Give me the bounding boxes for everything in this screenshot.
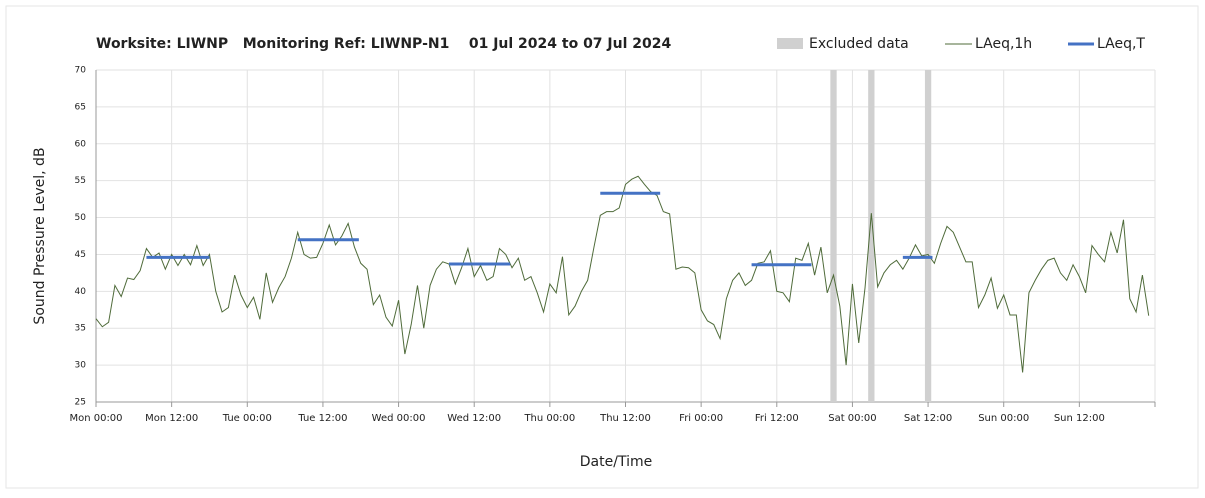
chart-frame [5,5,1199,489]
y-tick-label: 40 [75,287,87,297]
y-tick-label: 70 [75,66,87,76]
x-tick-label: Sun 00:00 [978,413,1029,424]
excluded-band [924,70,932,402]
legend-label: LAeq,1h [975,36,1032,52]
y-tick-label: 30 [75,361,87,371]
x-tick-label: Mon 12:00 [145,413,198,424]
excluded-band [868,70,875,402]
legend-label: LAeq,T [1097,36,1145,52]
y-tick-label: 60 [75,139,87,149]
y-tick-label: 25 [75,398,86,408]
legend-swatch [777,38,803,49]
legend-label: Excluded data [809,36,909,52]
excluded-band [830,70,837,402]
x-tick-label: Thu 00:00 [523,413,575,424]
x-tick-label: Sat 00:00 [828,413,876,424]
y-tick-label: 50 [75,213,87,223]
x-tick-label: Thu 12:00 [599,413,651,424]
y-tick-label: 55 [75,176,86,186]
y-tick-label: 35 [75,324,86,334]
x-tick-label: Sat 12:00 [904,413,952,424]
y-tick-label: 45 [75,250,86,260]
x-tick-label: Tue 00:00 [222,413,272,424]
chart-title: Worksite: LIWNP Monitoring Ref: LIWNP-N1… [96,36,671,52]
x-tick-label: Wed 12:00 [447,413,501,424]
y-axis-label: Sound Pressure Level, dB [32,147,48,324]
x-tick-label: Tue 12:00 [297,413,347,424]
x-axis-label: Date/Time [580,454,652,470]
x-tick-label: Fri 12:00 [755,413,799,424]
x-tick-label: Mon 00:00 [69,413,122,424]
data-line [95,175,1150,373]
x-tick-label: Wed 00:00 [372,413,426,424]
y-tick-label: 65 [75,102,86,112]
x-tick-label: Fri 00:00 [679,413,723,424]
x-tick-label: Sun 12:00 [1054,413,1105,424]
